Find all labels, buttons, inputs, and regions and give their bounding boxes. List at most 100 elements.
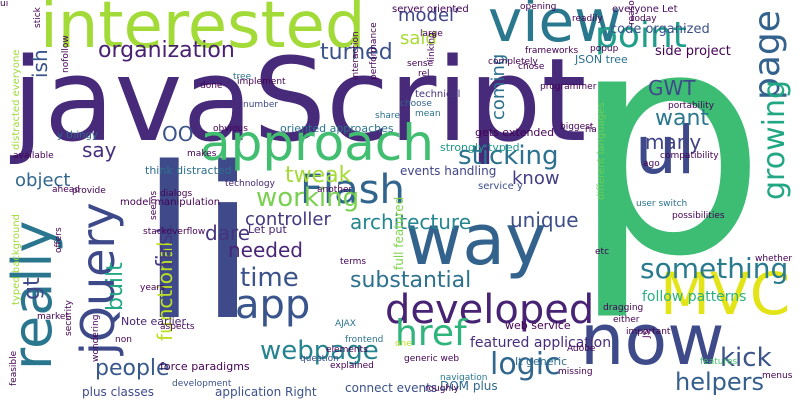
cloud-word: years <box>140 283 165 293</box>
cloud-word: strongly typed <box>440 141 520 154</box>
cloud-word: said <box>400 28 437 49</box>
cloud-word: question <box>300 354 339 364</box>
cloud-word: interaction <box>351 31 361 80</box>
cloud-word: think distracted <box>145 164 232 177</box>
cloud-word: application Right <box>215 385 317 399</box>
cloud-word: helpers <box>675 368 765 396</box>
cloud-word: whether <box>755 254 793 264</box>
cloud-word: reason <box>627 0 637 25</box>
cloud-word: ui <box>0 0 9 9</box>
cloud-word: today <box>631 14 657 24</box>
cloud-word: technical <box>415 89 461 100</box>
cloud-word: possibilities <box>672 211 725 221</box>
cloud-word: rel <box>418 69 430 79</box>
cloud-word: provide <box>72 186 106 196</box>
cloud-word: explained <box>330 361 374 371</box>
cloud-word: Adobe <box>567 344 596 354</box>
cloud-word: frontend <box>345 335 384 345</box>
cloud-word: events handling <box>400 164 497 178</box>
cloud-word: another <box>317 185 353 195</box>
cloud-word: biggest <box>560 122 594 132</box>
cloud-word: portability <box>668 101 715 111</box>
cloud-word: webpage <box>260 336 379 366</box>
cloud-word: Flash <box>300 167 405 213</box>
cloud-word: featured application <box>470 335 612 351</box>
cloud-word: growing <box>757 80 792 200</box>
cloud-word: ahead <box>52 185 80 195</box>
cloud-word: large <box>420 29 443 39</box>
cloud-word: dialogs <box>160 189 193 199</box>
cloud-word: navigation <box>440 373 488 383</box>
cloud-word: view <box>488 0 622 55</box>
cloud-word: service y <box>478 181 523 192</box>
cloud-word: unique <box>510 208 579 232</box>
cloud-word: gets extended <box>475 126 555 139</box>
cloud-word: object <box>15 170 71 191</box>
cloud-word: OO <box>162 122 194 146</box>
cloud-word: distracted everyone <box>11 49 22 150</box>
cloud-word: stick <box>33 7 43 28</box>
cloud-word: programmer <box>540 82 597 92</box>
cloud-word: GWT <box>648 76 696 100</box>
cloud-word: share <box>375 111 400 121</box>
cloud-word: generic web <box>404 354 460 364</box>
cloud-word: connect events <box>345 381 438 395</box>
cloud-word: technology <box>225 179 275 189</box>
cloud-word: done <box>200 81 223 91</box>
cloud-word: side project <box>655 44 731 59</box>
cloud-word: important <box>626 327 671 337</box>
cloud-word: elements <box>326 345 368 355</box>
cloud-word: sense <box>407 59 434 69</box>
cloud-word: readily <box>572 14 603 24</box>
cloud-word: code organized <box>610 22 710 37</box>
cloud-word: working <box>256 183 360 213</box>
cloud-word: completely <box>488 57 538 67</box>
cloud-word: now <box>580 299 725 381</box>
cloud-word: way <box>405 199 547 281</box>
cloud-word: menus <box>762 371 793 381</box>
cloud-word: everyone Let <box>612 4 678 15</box>
cloud-word: security <box>64 300 74 336</box>
cloud-word: needed <box>228 238 303 262</box>
cloud-word: choose <box>400 99 432 109</box>
cloud-word: substantial <box>350 268 472 293</box>
cloud-word: logic <box>490 347 561 382</box>
cloud-word: MVC <box>660 260 791 328</box>
cloud-word: chose <box>518 62 545 72</box>
cloud-word: web service <box>505 319 571 332</box>
cloud-word: app <box>235 282 311 328</box>
cloud-word: interested <box>40 0 366 63</box>
cloud-word: force paradigms <box>160 360 250 373</box>
cloud-word: offers <box>54 227 64 253</box>
cloud-word: development <box>172 379 232 389</box>
cloud-word: tree <box>233 72 252 82</box>
cloud-word: etc <box>595 247 610 257</box>
cloud-word: feasible <box>9 350 19 386</box>
cloud-word: stackoverflow <box>143 227 206 237</box>
cloud-word: JSON tree <box>575 53 628 66</box>
cloud-word: It generic <box>515 355 568 368</box>
cloud-word: dragging <box>603 303 644 313</box>
cloud-word: market <box>37 312 69 322</box>
cloud-word: available <box>13 151 54 161</box>
cloud-word: ish <box>28 49 52 78</box>
cloud-word: user switch <box>636 199 688 209</box>
cloud-word: something <box>640 252 789 285</box>
cloud-word: server oriented <box>392 4 469 15</box>
cloud-word: implement <box>237 77 286 87</box>
cloud-word: popup <box>590 44 619 54</box>
cloud-word: ago <box>643 159 660 169</box>
cloud-word: Note earlier <box>121 315 186 328</box>
cloud-word: architecture <box>350 210 472 234</box>
cloud-word: developed <box>385 287 595 333</box>
cloud-word: follow patterns <box>642 289 747 305</box>
cloud-word: non <box>115 335 132 345</box>
cloud-word: makes <box>187 149 217 159</box>
cloud-word: href <box>395 313 467 354</box>
cloud-word: linking <box>427 32 437 62</box>
cloud-word: compatibility <box>660 151 719 161</box>
cloud-word: sticking <box>458 141 559 171</box>
cloud-word: p <box>570 0 767 325</box>
cloud-word: Let put <box>248 223 287 236</box>
